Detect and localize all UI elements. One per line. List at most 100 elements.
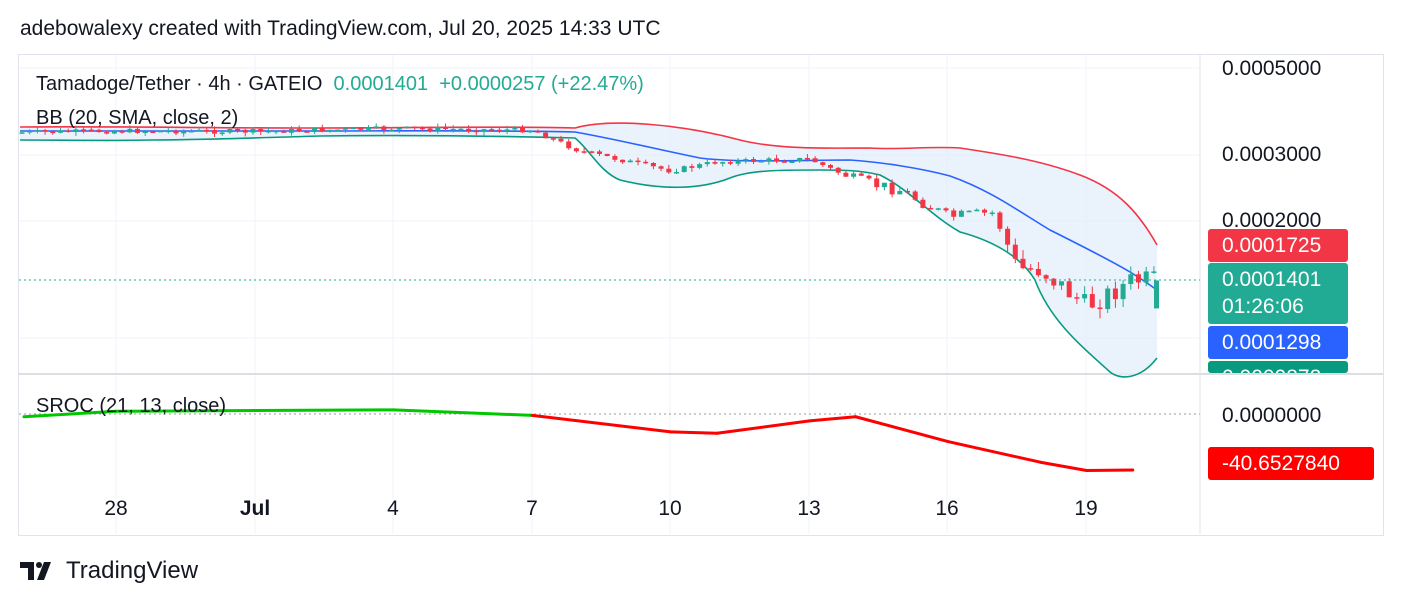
sroc-value-tag: -40.6527840 [1208,447,1374,480]
sroc-segment [807,415,858,423]
candle-body [781,161,787,163]
last-price-value: 0.0001401 [333,73,429,95]
candle-body [766,158,772,162]
candle-body [158,130,164,133]
candle-body [1051,278,1057,286]
candle-body [19,132,25,134]
candle-body [681,166,687,173]
candle-body [265,130,271,133]
candle-body [366,127,371,130]
candle-body [412,126,418,129]
candle-body [828,164,833,168]
candle-body [196,129,202,132]
candle-body [597,151,602,154]
candle-body [489,129,495,131]
candle-body [989,212,995,215]
candle-body [173,130,179,134]
bb-upper-price-tag: 0.0001725 [1208,229,1348,262]
sroc-segment [114,408,396,413]
candle-body [1143,271,1149,283]
candle-body [335,129,341,132]
candle-body [250,128,256,133]
symbol-legend[interactable]: Tamadoge/Tether · 4h · GATEIO 0.0001401 … [36,73,644,96]
sroc-segment [1038,460,1089,472]
sroc-segment [22,409,118,419]
last-price-tag-value: 0.0001401 [1222,268,1322,291]
candle-body [789,161,795,163]
candle-body [612,156,618,160]
candle-body [928,207,934,210]
symbol-title: Tamadoge/Tether · 4h · GATEIO [36,73,323,95]
candle-body [666,168,672,173]
candle-body [88,129,94,132]
candle-body [589,151,595,153]
candle-body [512,127,518,130]
candle-body [720,162,726,164]
candle-body [820,162,826,165]
candle-body [1020,258,1026,269]
candle-body [604,153,610,157]
candle-body [327,129,333,132]
candle-body [1043,275,1049,279]
candle-body [851,173,857,177]
bb-band-fill [20,123,1157,377]
price-tick-1: 0.0005000 [1222,57,1322,80]
candle-body [381,126,387,130]
sroc-line [22,408,1135,472]
candle-body [912,191,918,200]
candle-body [866,175,872,179]
footer-logo[interactable]: TradingView [20,557,198,585]
sroc-legend[interactable]: SROC (21, 13, close) [36,395,227,417]
candle-body [50,131,56,134]
candle-body [111,131,117,134]
candle-body [435,127,441,131]
time-label-7: 7 [526,497,538,520]
candle-body [627,160,633,163]
candle-body [1105,288,1111,310]
bb-upper-line [19,122,1158,246]
candle-body [342,128,348,130]
candle-body [674,172,679,174]
candle-body [1035,268,1041,276]
candle-body [150,131,156,134]
candle-body [905,190,910,193]
candle-body [620,159,626,163]
candle-body [258,128,264,132]
candle-body [743,159,749,161]
attribution-header: adebowalexy created with TradingView.com… [20,17,661,40]
candle-body [543,132,549,139]
candle-body [319,128,325,132]
candle-body [389,129,395,132]
candle-body [65,130,71,132]
candle-body [304,131,310,133]
candle-body [889,182,895,195]
candle-body [1136,274,1141,283]
time-label-28: 28 [104,497,128,520]
sroc-zero-tick: 0.0000000 [1222,404,1322,427]
time-label-16: 16 [935,497,959,520]
candle-body [920,199,926,208]
candle-body [273,130,279,133]
sroc-segment [854,415,950,444]
candle-body [27,131,33,133]
candle-body [697,164,703,168]
candle-body [427,128,433,131]
candle-body [135,128,140,133]
candle-body [843,172,849,177]
candle-body [835,167,841,173]
candle-body [289,128,294,133]
candle-body [312,128,318,132]
candle-body [242,129,248,133]
time-label-13: 13 [797,497,821,520]
candle-body [658,166,664,169]
candle-body [935,208,941,210]
candle-body [235,128,241,131]
time-label-jul: Jul [239,497,271,520]
last-price-tag: 0.0001401 01:26:06 [1208,263,1348,324]
candle-body [1012,244,1018,259]
candle-body [296,128,302,132]
candle-body [774,158,780,162]
candle-body [404,126,410,129]
bb-legend[interactable]: BB (20, SMA, close, 2) [36,107,239,129]
